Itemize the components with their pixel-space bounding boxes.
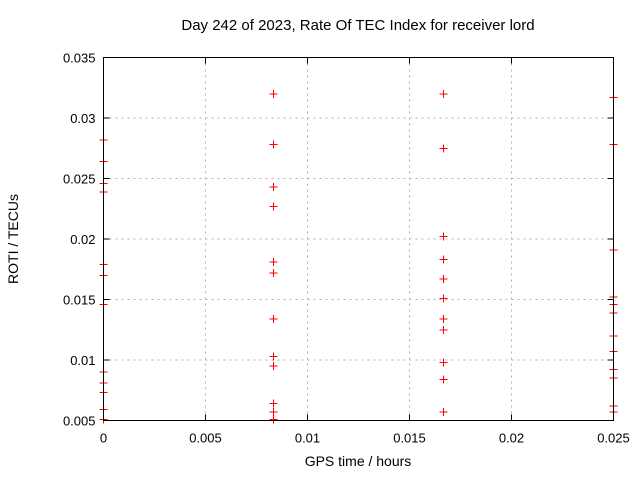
data-point-marker [439,325,448,334]
grid-lines [103,57,614,421]
data-point-marker [439,294,448,303]
x-tick-label: 0.025 [597,431,630,446]
data-point-marker [439,274,448,283]
data-point-marker [269,362,278,371]
plot-border [103,57,614,421]
y-tick-label: 0.025 [63,172,96,187]
data-point-marker [269,257,278,266]
data-point-marker [439,375,448,384]
x-tick-label: 0.005 [189,431,222,446]
y-tick-label: 0.03 [70,111,95,126]
x-axis-label: GPS time / hours [305,453,412,469]
data-point-marker [439,408,448,417]
data-point-marker [439,144,448,153]
data-point-marker [269,202,278,211]
y-tick-label: 0.02 [70,232,95,247]
data-point-marker [439,358,448,367]
x-tick-label: 0.02 [499,431,524,446]
data-point-marker [269,140,278,149]
data-point-marker [269,415,278,424]
y-tick-label: 0.005 [63,414,96,429]
data-point-marker [439,89,448,98]
y-axis-label: ROTI / TECUs [5,194,21,284]
data-points [99,89,618,424]
data-point-marker [439,232,448,241]
data-point-marker [269,89,278,98]
data-point-marker [439,314,448,323]
y-tick-label: 0.035 [63,51,96,66]
x-tick-label: 0.01 [295,431,320,446]
data-point-marker [269,408,278,417]
x-tick-label: 0 [100,431,107,446]
x-tick-label: 0.015 [393,431,426,446]
chart-title: Day 242 of 2023, Rate Of TEC Index for r… [181,17,534,34]
y-tick-label: 0.01 [70,353,95,368]
data-point-marker [269,314,278,323]
data-point-marker [269,182,278,191]
data-point-marker [439,255,448,264]
tick-labels: 0 0.005 0.01 0.015 0.02 0.025 0.005 0.01 0.015 0.… [63,51,630,446]
data-point-marker [269,268,278,277]
data-point-marker [269,352,278,361]
y-tick-label: 0.015 [63,293,96,308]
data-point-marker [269,399,278,408]
